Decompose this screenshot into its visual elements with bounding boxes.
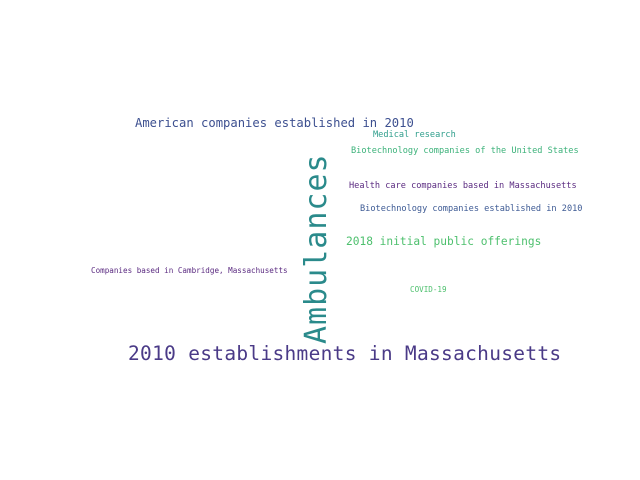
- word-medical-research: Medical research: [373, 130, 456, 140]
- word-covid-19: COVID-19: [410, 285, 447, 294]
- word-american-companies-2010: American companies established in 2010: [135, 116, 414, 130]
- word-biotech-us: Biotechnology companies of the United St…: [351, 146, 579, 156]
- word-health-care-ma: Health care companies based in Massachus…: [349, 181, 577, 191]
- word-biotech-2010: Biotechnology companies established in 2…: [360, 204, 583, 214]
- word-2010-establishments: 2010 establishments in Massachusetts: [128, 342, 562, 365]
- word-ambulances: Ambulances: [299, 153, 334, 344]
- word-cambridge-ma: Companies based in Cambridge, Massachuse…: [91, 266, 288, 275]
- word-2018-ipo: 2018 initial public offerings: [346, 235, 542, 248]
